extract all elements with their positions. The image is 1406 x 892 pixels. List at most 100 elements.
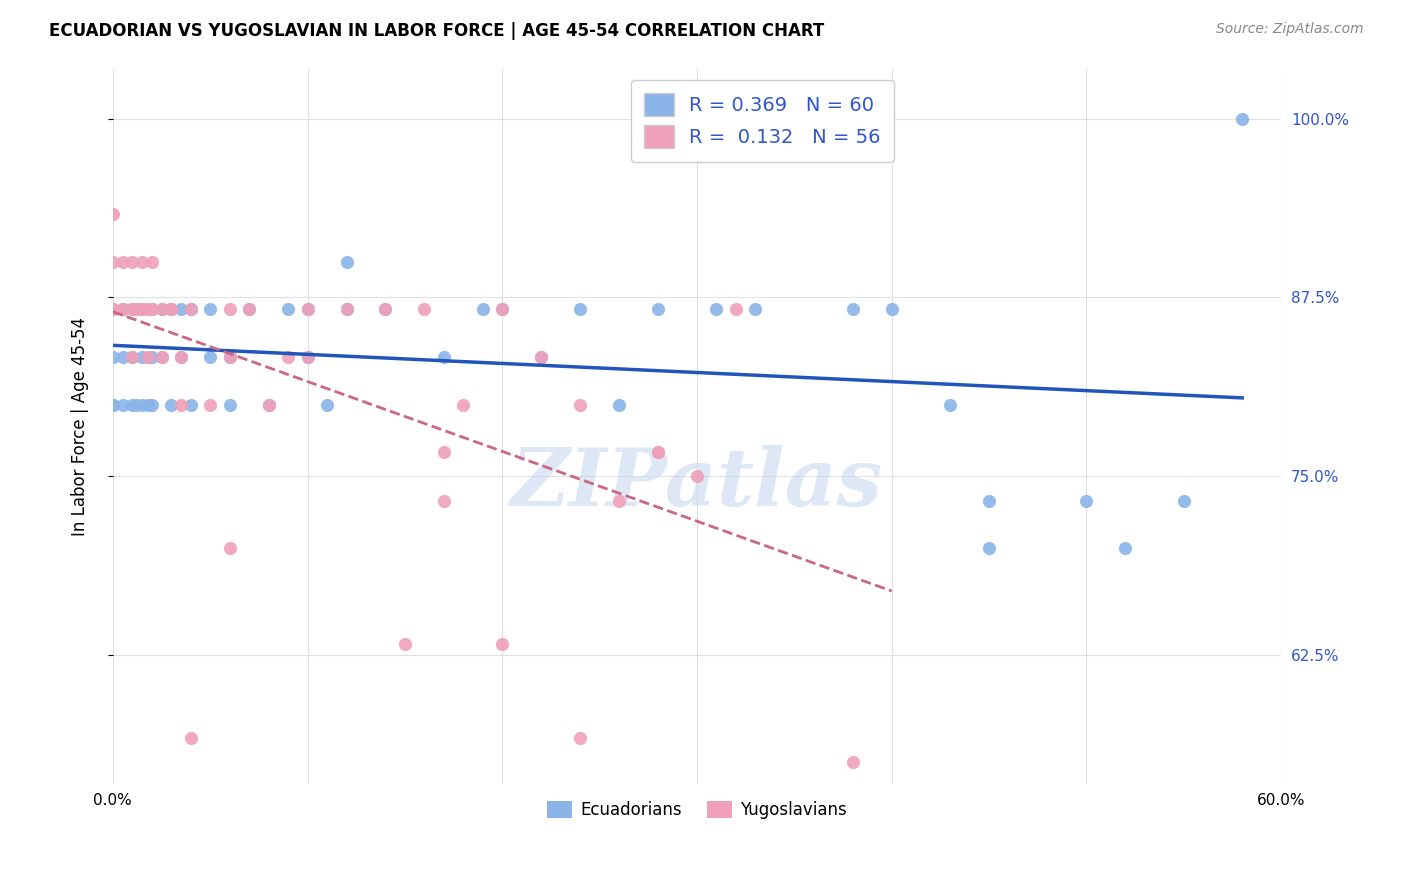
Point [569, 398, 592, 412]
Point [316, 398, 339, 412]
Point [121, 254, 143, 268]
Point [131, 301, 153, 316]
Point [218, 351, 240, 365]
Text: Source: ZipAtlas.com: Source: ZipAtlas.com [1216, 22, 1364, 37]
Point [101, 351, 124, 365]
Point [744, 301, 766, 316]
Point [647, 301, 669, 316]
Point [200, 351, 222, 365]
Point [569, 731, 592, 745]
Point [180, 731, 202, 745]
Point [569, 301, 592, 316]
Point [1230, 112, 1253, 126]
Point [170, 351, 193, 365]
Y-axis label: In Labor Force | Age 45-54: In Labor Force | Age 45-54 [72, 317, 89, 535]
Point [136, 398, 159, 412]
Point [131, 301, 153, 316]
Point [125, 301, 148, 316]
Point [607, 493, 630, 508]
Point [374, 301, 396, 316]
Point [160, 301, 183, 316]
Point [170, 301, 193, 316]
Point [842, 301, 865, 316]
Point [1076, 493, 1098, 508]
Legend: Ecuadorians, Yugoslavians: Ecuadorians, Yugoslavians [540, 794, 853, 825]
Point [297, 351, 319, 365]
Point [101, 254, 124, 268]
Point [121, 351, 143, 365]
Point [335, 254, 357, 268]
Point [335, 301, 357, 316]
Point [939, 398, 962, 412]
Point [297, 301, 319, 316]
Point [150, 351, 173, 365]
Point [453, 398, 475, 412]
Point [238, 301, 260, 316]
Point [530, 351, 553, 365]
Point [607, 398, 630, 412]
Point [160, 398, 183, 412]
Point [686, 469, 709, 483]
Point [257, 398, 280, 412]
Point [335, 301, 357, 316]
Point [101, 207, 124, 221]
Point [530, 351, 553, 365]
Point [257, 398, 280, 412]
Point [131, 351, 153, 365]
Point [491, 301, 513, 316]
Text: ZIPatlas: ZIPatlas [510, 444, 883, 522]
Text: ECUADORIAN VS YUGOSLAVIAN IN LABOR FORCE | AGE 45-54 CORRELATION CHART: ECUADORIAN VS YUGOSLAVIAN IN LABOR FORCE… [49, 22, 824, 40]
Point [111, 351, 134, 365]
Point [433, 445, 456, 459]
Point [647, 445, 669, 459]
Point [131, 398, 153, 412]
Point [491, 636, 513, 650]
Point [433, 351, 456, 365]
Point [141, 398, 163, 412]
Point [121, 351, 143, 365]
Point [141, 351, 163, 365]
Point [880, 301, 903, 316]
Point [200, 301, 222, 316]
Point [200, 398, 222, 412]
Point [150, 351, 173, 365]
Point [170, 398, 193, 412]
Point [218, 351, 240, 365]
Point [125, 398, 148, 412]
Point [180, 398, 202, 412]
Point [160, 301, 183, 316]
Point [491, 301, 513, 316]
Point [101, 301, 124, 316]
Point [1114, 541, 1136, 555]
Point [111, 398, 134, 412]
Point [111, 254, 134, 268]
Point [111, 301, 134, 316]
Point [111, 301, 134, 316]
Point [394, 636, 416, 650]
Point [141, 254, 163, 268]
Point [150, 301, 173, 316]
Point [136, 351, 159, 365]
Point [180, 301, 202, 316]
Point [218, 398, 240, 412]
Point [111, 301, 134, 316]
Point [141, 301, 163, 316]
Point [121, 301, 143, 316]
Point [101, 398, 124, 412]
Point [101, 398, 124, 412]
Point [413, 301, 436, 316]
Point [101, 301, 124, 316]
Point [977, 541, 1000, 555]
Point [218, 541, 240, 555]
Point [471, 301, 494, 316]
Point [121, 398, 143, 412]
Point [706, 301, 728, 316]
Point [131, 301, 153, 316]
Point [218, 301, 240, 316]
Point [136, 301, 159, 316]
Point [150, 301, 173, 316]
Point [238, 301, 260, 316]
Point [277, 351, 299, 365]
Point [1173, 493, 1195, 508]
Point [277, 301, 299, 316]
